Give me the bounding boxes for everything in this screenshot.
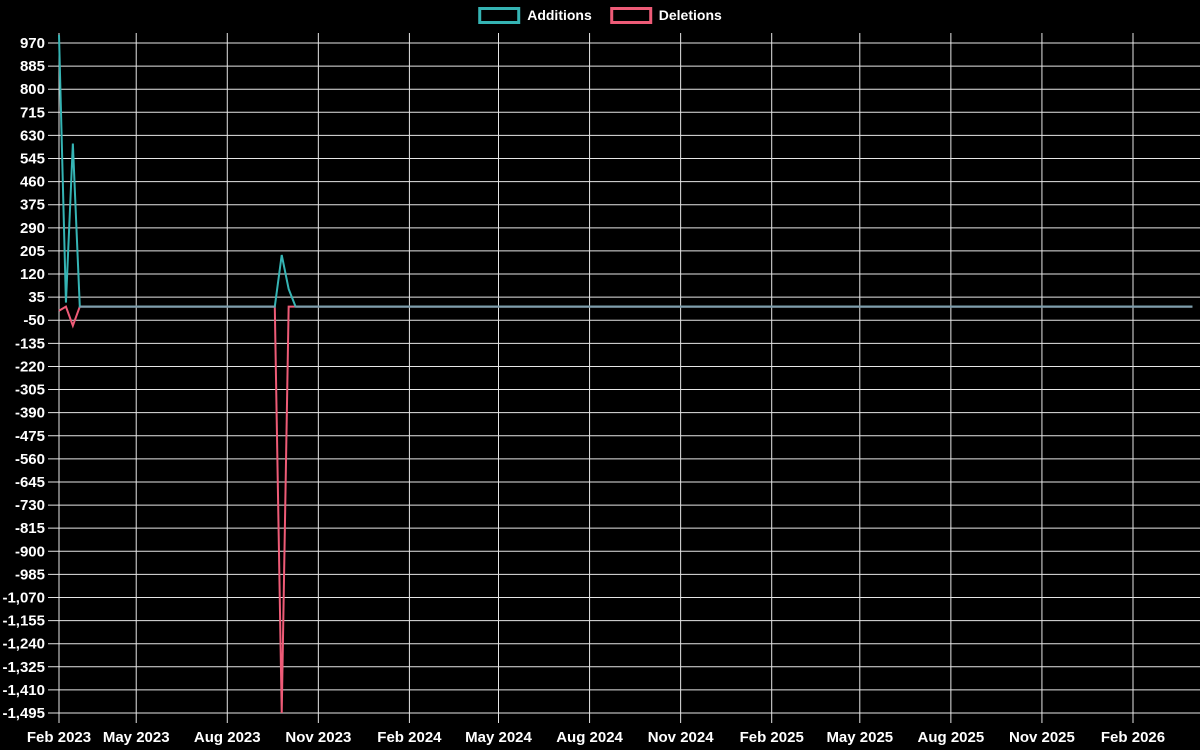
horizontal-gridlines bbox=[48, 42, 1200, 714]
y-axis-label: -305 bbox=[15, 382, 45, 399]
legend-item-additions[interactable]: Additions bbox=[478, 7, 592, 24]
y-axis-label: 545 bbox=[20, 151, 45, 168]
y-axis-label: -220 bbox=[15, 358, 45, 375]
y-axis-label: -1,495 bbox=[2, 705, 45, 722]
x-axis-tick-labels: Feb 2023 May 2023 Aug 2023 Nov 2023 Feb 2024… bbox=[27, 729, 1165, 746]
x-axis-label: Nov 2024 bbox=[648, 729, 715, 746]
y-axis-label: 970 bbox=[20, 35, 45, 52]
y-axis-label: -390 bbox=[15, 405, 45, 422]
y-axis-label: 375 bbox=[20, 197, 45, 214]
y-axis-label: 205 bbox=[20, 243, 45, 260]
deletions-swatch-icon bbox=[609, 7, 652, 24]
x-axis-label: Nov 2023 bbox=[285, 729, 351, 746]
x-axis-label: Feb 2025 bbox=[740, 729, 804, 746]
y-axis-label: -1,410 bbox=[2, 682, 45, 699]
x-axis-label: May 2024 bbox=[465, 729, 532, 746]
x-axis-label: Nov 2025 bbox=[1009, 729, 1075, 746]
x-axis-label: Aug 2025 bbox=[918, 729, 985, 746]
chart-legend: Additions Deletions bbox=[478, 7, 722, 24]
y-axis-label: 290 bbox=[20, 220, 45, 237]
y-axis-label: -815 bbox=[15, 520, 45, 537]
y-axis-label: -1,325 bbox=[2, 659, 45, 676]
additions-line bbox=[58, 34, 1193, 308]
y-axis-label: 885 bbox=[20, 58, 45, 75]
y-axis-label: -560 bbox=[15, 451, 45, 468]
y-axis-label: 120 bbox=[20, 266, 45, 283]
y-axis-label: -1,155 bbox=[2, 613, 45, 630]
y-axis-label: 630 bbox=[20, 127, 45, 144]
y-axis-label: -1,070 bbox=[2, 589, 45, 606]
vertical-gridlines bbox=[58, 33, 1134, 723]
deletions-line bbox=[58, 305, 1193, 714]
x-axis-label: May 2025 bbox=[826, 729, 893, 746]
y-axis-label: -135 bbox=[15, 335, 45, 352]
y-axis-label: -900 bbox=[15, 543, 45, 560]
legend-item-deletions[interactable]: Deletions bbox=[609, 7, 722, 24]
x-axis-label: Feb 2023 bbox=[27, 729, 91, 746]
x-axis-label: Aug 2023 bbox=[194, 729, 261, 746]
additions-swatch-icon bbox=[478, 7, 521, 24]
x-axis-label: Feb 2026 bbox=[1101, 729, 1165, 746]
y-axis-label: 460 bbox=[20, 174, 45, 191]
legend-label-deletions: Deletions bbox=[658, 7, 722, 23]
y-axis-label: 35 bbox=[28, 289, 45, 306]
x-axis-label: Aug 2024 bbox=[556, 729, 623, 746]
y-axis-label: -985 bbox=[15, 566, 45, 583]
x-axis-label: Feb 2024 bbox=[377, 729, 442, 746]
series-lines bbox=[58, 34, 1193, 714]
y-axis-tick-labels: 970 885 800 715 630 545 460 375 290 205 120 35 -50 -1… bbox=[2, 35, 45, 722]
y-axis-label: -475 bbox=[15, 428, 45, 445]
y-axis-label: 800 bbox=[20, 81, 45, 98]
x-axis-label: May 2023 bbox=[103, 729, 170, 746]
y-axis-label: -730 bbox=[15, 497, 45, 514]
y-axis-label: -645 bbox=[15, 474, 45, 491]
y-axis-label: -1,240 bbox=[2, 636, 45, 653]
legend-label-additions: Additions bbox=[527, 7, 592, 23]
y-axis-label: -50 bbox=[23, 312, 45, 329]
y-axis-label: 715 bbox=[20, 104, 45, 121]
